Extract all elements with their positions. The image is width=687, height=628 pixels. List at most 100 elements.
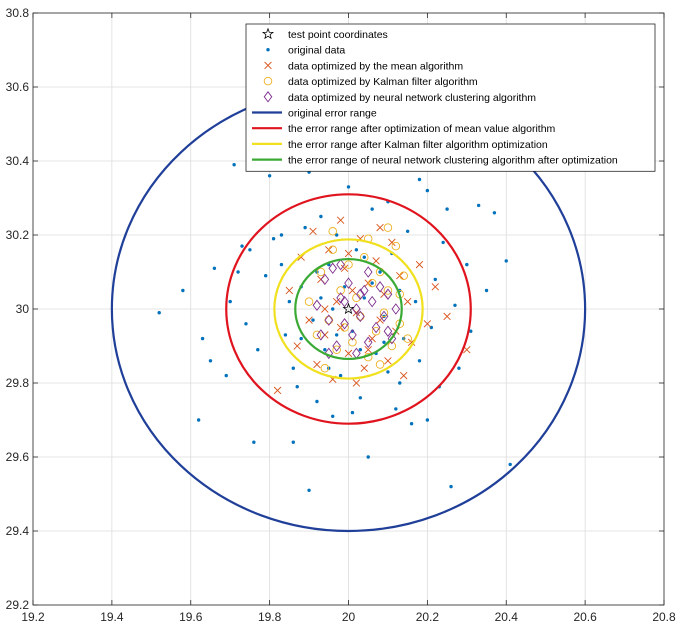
data-point-mean — [360, 364, 368, 372]
data-point-original — [394, 407, 398, 411]
data-point-original — [287, 299, 292, 304]
data-point-original — [279, 262, 284, 267]
data-point-mean — [368, 334, 376, 343]
x-tick-label: 19.4 — [100, 610, 124, 624]
data-point-nn — [336, 292, 345, 304]
data-point-kalman — [328, 227, 337, 236]
legend-label: the error range after Kalman filter algo… — [288, 139, 548, 151]
test-point-star — [342, 302, 355, 315]
data-point-original — [295, 385, 299, 389]
data-point-original — [319, 296, 323, 300]
data-point-original — [484, 288, 489, 293]
data-point-mean — [344, 349, 353, 358]
ring-mean-error — [225, 193, 472, 425]
data-point-original — [508, 462, 512, 467]
data-point-nn — [324, 347, 334, 360]
data-point-original — [409, 422, 414, 426]
data-point-original — [311, 318, 315, 322]
data-point-original — [212, 266, 217, 270]
data-point-nn — [340, 318, 349, 330]
legend-label: the error range after optimization of me… — [288, 123, 556, 135]
data-point-original — [413, 299, 418, 304]
data-point-original — [354, 248, 359, 252]
data-point-original — [228, 299, 232, 304]
data-point-nn — [387, 332, 397, 345]
ring-kalman-error — [273, 238, 424, 380]
data-point-original — [208, 359, 213, 363]
data-point-original — [248, 248, 252, 252]
data-point-original — [350, 410, 355, 415]
data-point-mean — [344, 249, 353, 258]
legend-label: the error range of neural network cluste… — [288, 155, 618, 167]
data-point-mean — [313, 360, 321, 369]
series-dot — [157, 163, 512, 492]
x-tick-label: 20 — [342, 610, 356, 624]
legend-label: test point coordinates — [288, 29, 388, 41]
data-point-original — [417, 359, 422, 363]
legend-label: original data — [288, 45, 345, 57]
data-point-kalman — [391, 241, 401, 251]
y-tick-label: 30.4 — [6, 154, 30, 168]
data-point-original — [232, 163, 236, 167]
data-point-original — [378, 270, 382, 274]
data-point-original — [441, 240, 445, 245]
data-point-nn — [375, 281, 385, 293]
data-point-original — [266, 48, 270, 52]
data-point-original — [157, 311, 161, 315]
x-tick-label: 19.8 — [258, 610, 282, 624]
data-point-kalman — [403, 334, 412, 343]
data-point-original — [433, 277, 437, 282]
ring-nn-error — [294, 257, 403, 361]
x-tick-label: 19.2 — [21, 610, 45, 624]
data-point-kalman — [399, 271, 408, 280]
data-point-original — [224, 373, 228, 378]
data-point-kalman — [387, 341, 397, 351]
data-point-nn — [367, 295, 377, 308]
data-point-nn — [356, 288, 365, 300]
y-tick-label: 29.4 — [6, 524, 30, 538]
data-point-original — [299, 336, 303, 341]
data-point-original — [469, 329, 473, 333]
data-point-kalman — [367, 278, 377, 288]
data-point-original — [196, 418, 201, 422]
data-point-mean — [372, 257, 380, 265]
data-point-mean — [309, 227, 317, 236]
data-point-kalman — [312, 330, 322, 340]
data-point-mean — [340, 264, 349, 273]
data-point-original — [236, 270, 240, 274]
data-point-kalman — [332, 345, 341, 354]
data-point-kalman — [383, 223, 393, 232]
y-tick-label: 30 — [16, 302, 30, 316]
data-point-original — [267, 174, 272, 178]
data-point-original — [449, 484, 453, 489]
data-point-original — [181, 288, 185, 293]
data-point-mean — [403, 297, 412, 306]
data-point-kalman — [375, 360, 385, 369]
data-point-mean — [376, 223, 384, 232]
test-point-star — [261, 27, 275, 40]
data-point-original — [315, 399, 319, 404]
data-point-nn — [363, 336, 373, 349]
data-point-original — [405, 229, 410, 233]
data-point-mean — [321, 305, 329, 313]
data-point-mean — [415, 260, 424, 269]
data-point-mean — [264, 61, 272, 70]
data-point-mean — [293, 342, 301, 350]
x-tick-label: 19.6 — [179, 610, 203, 624]
data-point-original — [338, 373, 343, 378]
data-point-mean — [384, 357, 392, 365]
data-point-nn — [320, 273, 330, 286]
data-point-original — [492, 211, 497, 215]
data-point-nn — [348, 329, 357, 341]
data-point-kalman — [340, 323, 349, 332]
data-point-kalman — [304, 297, 314, 306]
data-point-nn — [336, 258, 345, 271]
data-point-nn — [379, 310, 389, 323]
data-point-mean — [273, 386, 282, 395]
data-point-mean — [364, 345, 372, 354]
data-point-original — [453, 303, 457, 307]
data-point-mean — [332, 297, 341, 306]
data-point-original — [465, 262, 469, 267]
data-point-original — [370, 281, 374, 285]
